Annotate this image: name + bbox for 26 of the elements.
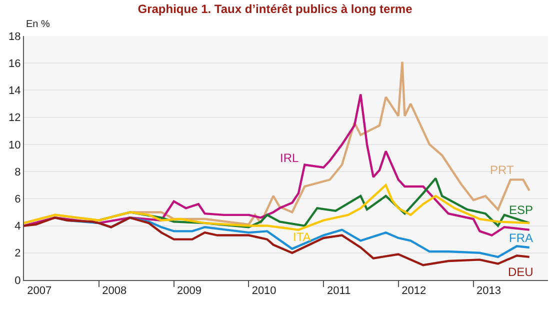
series-label: DEU	[508, 265, 534, 279]
y-tick-label: 18	[8, 30, 21, 43]
line-series	[24, 184, 530, 231]
y-tick-label: 2	[14, 248, 21, 260]
y-tick-label: 0	[14, 274, 21, 287]
chart-title: Graphique 1. Taux d’intérêt publics à long terme	[138, 2, 413, 16]
y-tick-label: 6	[14, 194, 21, 206]
series-label: ITA	[293, 230, 311, 244]
x-tick-label: 2012	[402, 285, 426, 298]
x-tick-label: 2008	[102, 285, 127, 298]
y-tick-label: 12	[8, 112, 21, 124]
series-label: ESP	[509, 203, 534, 217]
y-tick-label: 16	[8, 58, 21, 70]
x-tick-label: 2013	[476, 285, 501, 298]
x-tick-label: 2010	[252, 285, 276, 298]
y-tick-label: 8	[14, 166, 21, 178]
y-tick-label: 14	[8, 85, 21, 98]
series-label: FRA	[509, 231, 533, 245]
y-axis-title: En %	[26, 19, 50, 30]
x-tick-label: 2007	[27, 285, 52, 298]
y-tick-label: 10	[8, 139, 21, 152]
series-label: IRL	[280, 151, 299, 165]
y-tick-label: 4	[14, 220, 21, 233]
x-tick-label: 2011	[327, 285, 351, 298]
x-tick-label: 2009	[177, 285, 202, 298]
series-label: PRT	[490, 163, 514, 177]
